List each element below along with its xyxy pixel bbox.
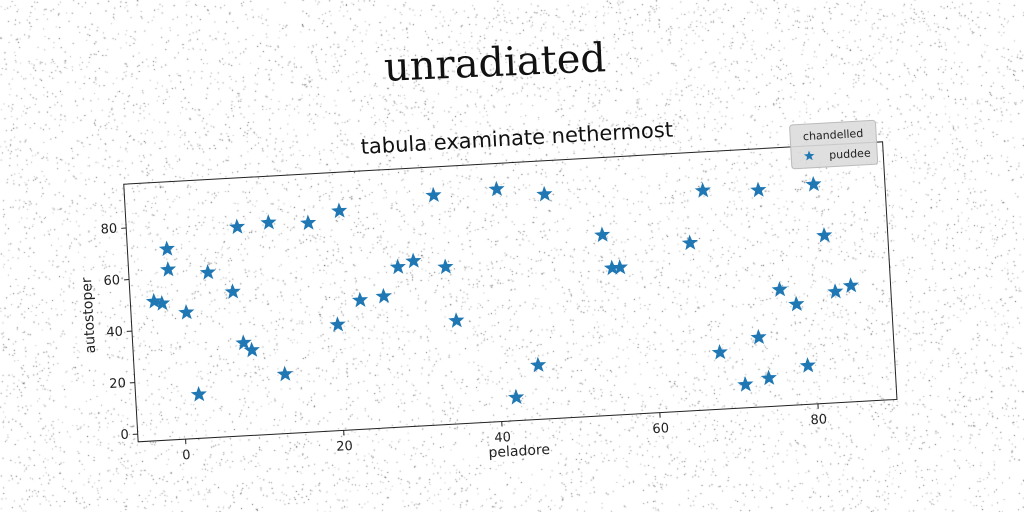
scatter-point — [694, 182, 711, 198]
scatter-point — [711, 343, 728, 360]
scatter-point — [243, 341, 260, 358]
scatter-point — [389, 258, 406, 275]
scatter-point — [276, 365, 293, 382]
x-tick-label: 40 — [494, 430, 511, 446]
legend-entry-label: puddee — [829, 146, 871, 161]
y-tick-label: 60 — [103, 273, 120, 289]
x-axis-label: peladore — [488, 442, 550, 461]
scatter-point — [488, 180, 505, 197]
scatter-point — [405, 252, 422, 269]
scatter-point — [805, 175, 822, 192]
x-tick-label: 80 — [810, 412, 827, 428]
scatter-point — [224, 283, 241, 299]
scatter-point — [329, 316, 346, 332]
scatter-point — [760, 369, 777, 386]
scatter-point — [228, 218, 246, 235]
scatter-point — [199, 264, 216, 280]
scatter-point — [260, 214, 277, 230]
scatter-point — [530, 356, 547, 373]
chart-rotated-group: tabula examinate nethermost 0 20 40 60 80 0 20… — [79, 118, 898, 464]
scatter-point — [375, 287, 392, 304]
scatter-point — [235, 334, 252, 351]
scatter-point — [750, 181, 767, 198]
scatter-point — [178, 304, 195, 320]
axis-ticks: 0 20 40 60 80 0 20 40 60 80 — [100, 222, 827, 464]
scatter-point — [737, 376, 754, 392]
scatter-point — [594, 226, 611, 243]
scatter-point — [331, 202, 348, 219]
scatter-point — [190, 386, 207, 402]
y-tick-label: 80 — [100, 222, 117, 238]
legend-title: chandelled — [803, 127, 864, 143]
scatter-point — [159, 261, 177, 277]
y-tick-label: 20 — [109, 376, 126, 392]
chart-title: tabula examinate nethermost — [360, 118, 674, 159]
scatter-point — [300, 214, 317, 231]
y-tick-label: 40 — [106, 325, 123, 341]
scatter-point — [351, 291, 369, 308]
scatter-point — [437, 258, 454, 275]
scatter-point — [508, 388, 525, 405]
scatter-point — [771, 281, 788, 297]
scatter-point — [425, 186, 442, 203]
x-tick-label: 60 — [652, 421, 669, 437]
y-tick-label: 0 — [120, 428, 129, 443]
scatter-point — [750, 328, 767, 345]
scatter-point — [153, 295, 171, 311]
scatter-point — [448, 312, 465, 328]
x-tick-label: 0 — [182, 448, 191, 463]
scatter-point — [799, 357, 816, 373]
scatter-point — [816, 227, 833, 243]
x-tick-label: 20 — [336, 439, 353, 455]
scatter-point — [788, 295, 805, 312]
legend: chandelled puddee — [789, 119, 879, 170]
plot-frame — [123, 141, 898, 443]
scatter-point — [611, 259, 628, 275]
scatter-points — [145, 175, 859, 405]
legend-box — [789, 119, 879, 170]
scatter-point — [603, 259, 621, 276]
scatter-point — [158, 240, 175, 257]
scatter-point — [842, 277, 859, 293]
y-axis-label: autostoper — [79, 277, 99, 354]
legend-marker — [803, 150, 815, 161]
scatter-point — [536, 185, 553, 202]
scatter-point — [145, 292, 163, 309]
scatter-point — [681, 234, 698, 251]
scatter-point — [827, 283, 844, 299]
